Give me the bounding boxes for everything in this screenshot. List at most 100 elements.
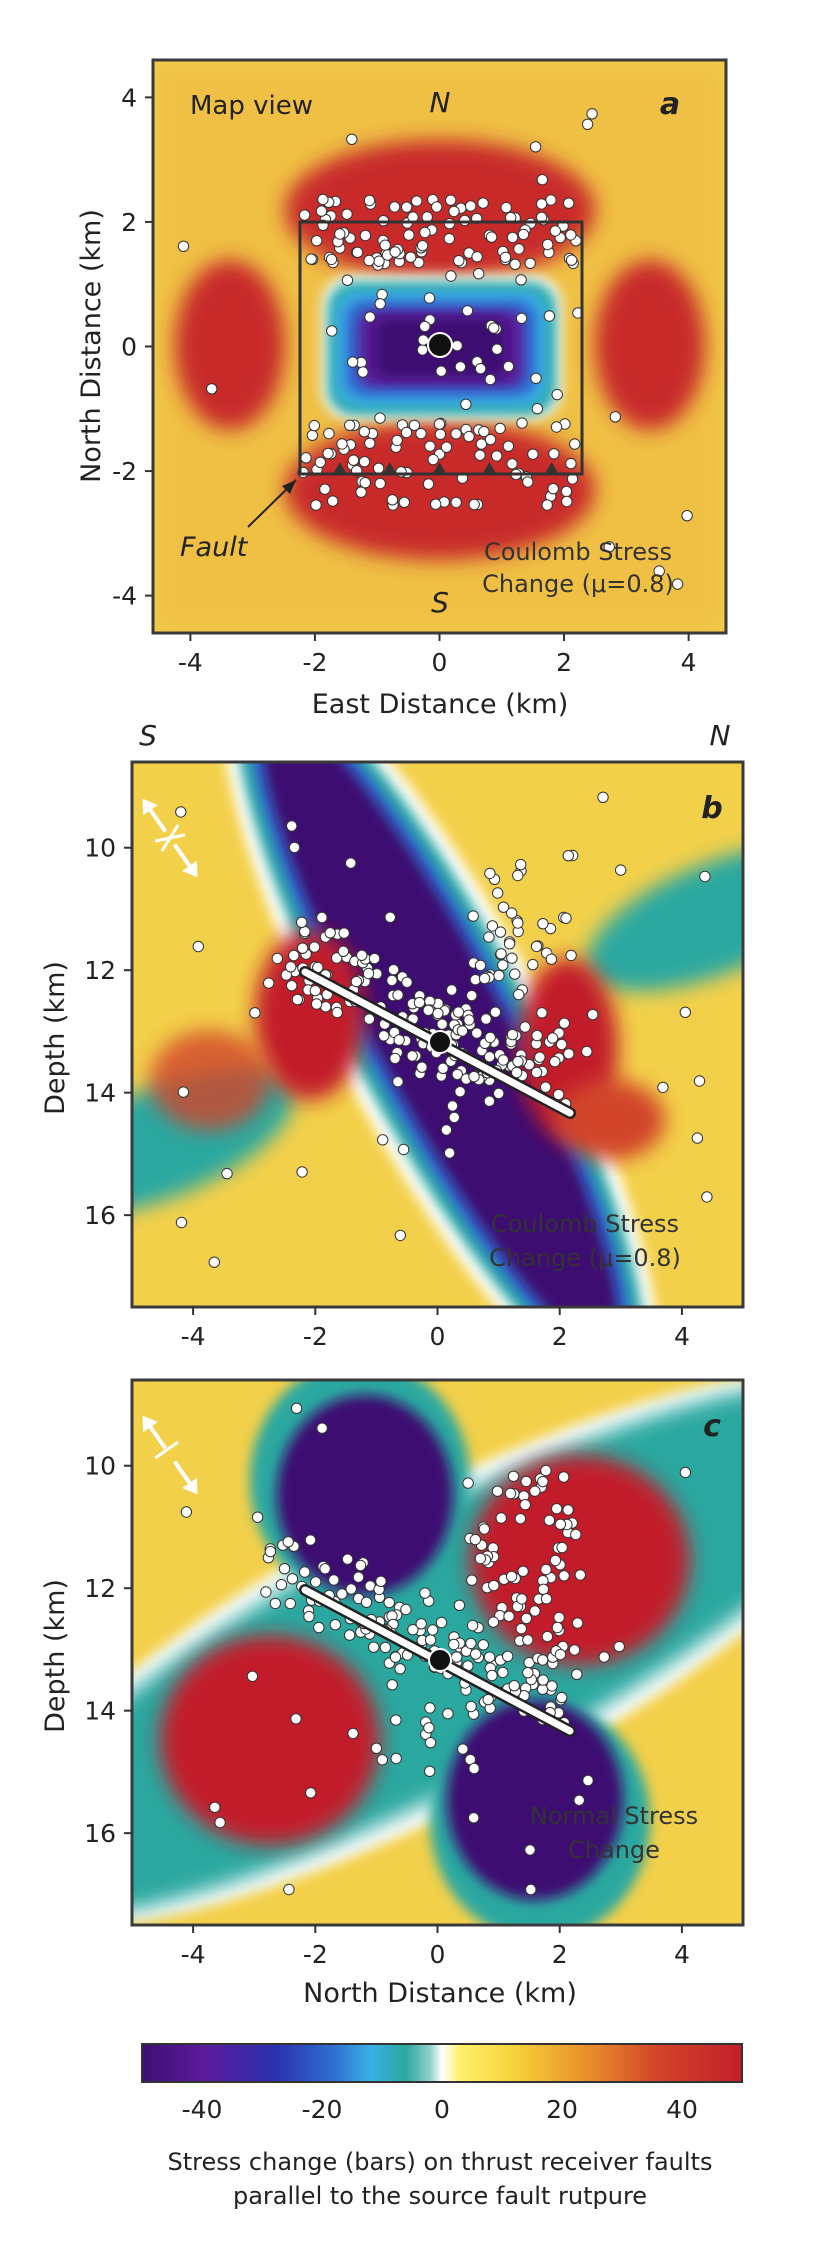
earthquake-dot	[445, 194, 457, 206]
earthquake-dot	[430, 498, 442, 510]
earthquake-dot	[416, 344, 429, 356]
earthquake-dot	[484, 867, 496, 880]
panel-c-letter: c	[703, 1409, 721, 1444]
fault-trace-markers	[332, 462, 559, 475]
panel-b-note-1: Coulomb Stress	[491, 1210, 679, 1238]
earthquake-dot	[478, 1523, 490, 1535]
earthquake-dot	[468, 1070, 480, 1083]
earthquake-dot	[554, 1648, 567, 1661]
earthquake-dot	[192, 940, 205, 953]
earthquake-dot	[509, 968, 521, 980]
panel-c-ylabel: Depth (km)	[40, 1579, 71, 1733]
earthquake-dot	[531, 1029, 543, 1042]
earthquake-dot	[317, 193, 329, 206]
earthquake-dot	[581, 1045, 593, 1058]
earthquake-dot	[351, 246, 364, 259]
earthquake-dot	[423, 1722, 435, 1734]
x-tick-label: -2	[302, 648, 327, 677]
x-tick-label: -4	[181, 1322, 206, 1351]
earthquake-dot	[657, 1081, 669, 1094]
earthquake-dot	[475, 438, 488, 450]
earthquake-dot	[478, 425, 490, 438]
earthquake-dot	[442, 1708, 454, 1720]
earthquake-dot	[405, 251, 417, 263]
earthquake-dot	[530, 1066, 543, 1079]
panel-a-note-2: Change (μ=0.8)	[482, 570, 674, 598]
earthquake-dot	[288, 841, 301, 854]
earthquake-dot	[389, 1052, 401, 1065]
earthquake-dot	[512, 1055, 524, 1068]
earthquake-dot	[347, 1727, 359, 1740]
earthquake-dots-c	[180, 1402, 692, 1896]
x-tick-label: -2	[303, 1322, 328, 1351]
earthquake-dot	[520, 1475, 532, 1488]
earthquake-dot	[545, 953, 558, 965]
earthquake-dot	[393, 1034, 405, 1046]
earthquake-dot	[413, 256, 425, 269]
earthquake-dot	[415, 427, 427, 440]
earthquake-dot	[278, 1563, 291, 1575]
earthquake-dot	[331, 1006, 343, 1019]
earthquake-dot	[537, 1654, 549, 1666]
earthquake-dot	[701, 1191, 713, 1203]
x-tick-label: 4	[674, 1940, 690, 1969]
earthquake-dot	[468, 1762, 480, 1775]
earthquake-dot	[400, 426, 413, 439]
earthquake-dot	[417, 334, 429, 346]
y-tick-label: 4	[121, 83, 137, 112]
earthquake-dot	[446, 984, 458, 996]
fault-trace-marker	[382, 462, 397, 475]
earthquake-dot	[497, 901, 510, 913]
earthquake-dot	[431, 201, 443, 213]
earthquake-dot	[513, 988, 525, 1001]
panel-b-letter: b	[701, 791, 722, 826]
earthquake-dot	[377, 1134, 389, 1146]
earthquake-dot	[370, 1742, 383, 1755]
earthquake-dot	[453, 1599, 466, 1612]
earthquake-dot	[341, 1553, 354, 1565]
earthquake-dot	[515, 312, 528, 324]
earthquake-dot	[356, 949, 368, 961]
corner-left-label: S	[139, 719, 157, 752]
earthquake-dot	[322, 447, 334, 460]
earthquake-dot	[486, 920, 499, 932]
earthquake-dot	[474, 959, 487, 972]
fault-trace-marker	[482, 462, 497, 475]
earthquake-dot	[416, 1061, 428, 1073]
earthquake-dot	[175, 1216, 188, 1229]
earthquake-dot	[175, 806, 187, 818]
earthquake-dot	[304, 1534, 317, 1546]
earthquake-dot	[448, 205, 460, 218]
earthquake-dot	[422, 1004, 434, 1016]
earthquake-dot	[598, 1651, 610, 1663]
earthquake-dot	[530, 372, 542, 384]
earthquake-dot	[502, 360, 515, 373]
earthquake-dot	[350, 975, 363, 988]
earthquake-dot	[539, 1081, 552, 1093]
earthquake-dot	[597, 791, 609, 803]
earthquake-dot	[573, 1794, 585, 1807]
earthquake-dot	[480, 1013, 492, 1025]
earthquake-dot	[546, 1032, 559, 1044]
earthquake-dot	[679, 1006, 691, 1018]
panel-c-note-1: Normal Stress	[530, 1802, 698, 1830]
earthquake-dot	[553, 1611, 565, 1624]
earthquake-dot	[484, 1031, 496, 1044]
earthquake-dot	[452, 1006, 465, 1018]
earthquake-dot	[531, 403, 543, 415]
y-tick-label: 0	[121, 333, 137, 362]
earthquake-dot	[451, 1651, 463, 1663]
earthquake-dot	[352, 1571, 365, 1583]
earthquake-dot	[341, 208, 353, 220]
earthquake-dot	[493, 1087, 505, 1100]
earthquake-dot	[362, 967, 375, 980]
earthquake-dot	[386, 494, 399, 506]
earthquake-dot	[491, 1485, 504, 1497]
earthquake-dot	[398, 496, 410, 508]
earthquake-dot	[489, 1006, 502, 1018]
earthquake-dot	[401, 201, 413, 213]
panel-c: c Normal Stress Change -4 -2 0 2 4 10 12 14 16 N…	[40, 1378, 745, 2009]
earthquake-dot	[571, 1668, 583, 1681]
earthquake-dot	[427, 453, 439, 466]
